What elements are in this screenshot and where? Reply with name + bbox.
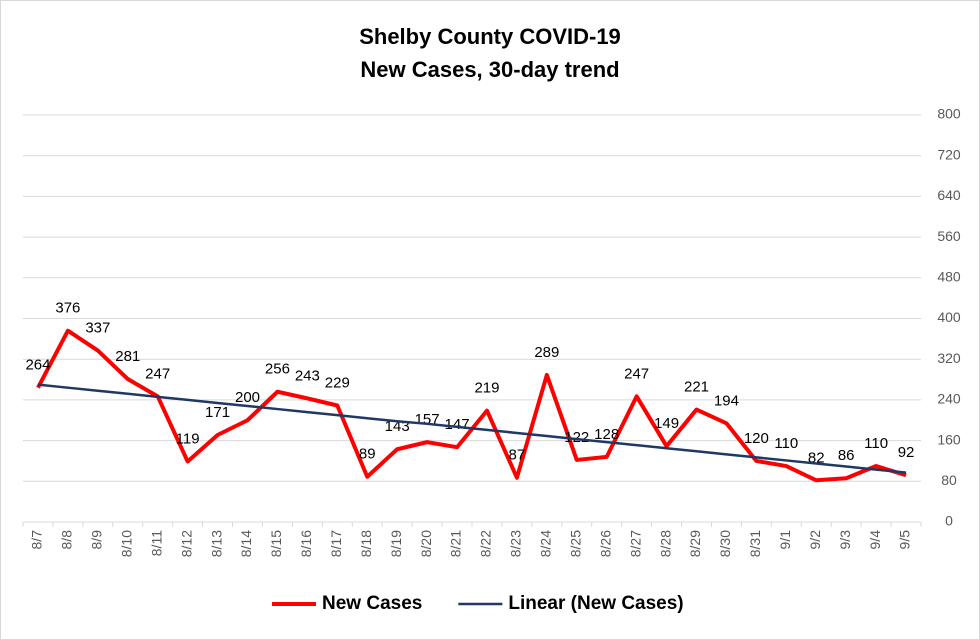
y-tick-label: 80 — [941, 472, 957, 488]
x-tick-label: 8/9 — [89, 530, 105, 550]
legend-label: Linear (New Cases) — [508, 593, 683, 614]
data-label: 119 — [176, 430, 200, 447]
y-tick-label: 400 — [937, 309, 961, 325]
x-tick-label: 8/16 — [298, 530, 314, 557]
x-tick-label: 8/23 — [508, 530, 524, 557]
x-tick-label: 8/21 — [448, 530, 464, 557]
data-label: 376 — [55, 300, 80, 317]
data-label: 221 — [684, 379, 709, 396]
data-label: 219 — [474, 380, 499, 397]
data-label: 128 — [594, 426, 619, 443]
y-tick-label: 0 — [945, 513, 953, 529]
data-label: 247 — [624, 365, 649, 382]
data-label: 289 — [534, 344, 559, 361]
x-tick-label: 8/8 — [59, 530, 75, 550]
x-tick-label: 8/19 — [388, 530, 404, 557]
x-tick-label: 8/14 — [238, 530, 254, 557]
x-tick-label: 8/29 — [687, 530, 703, 557]
data-label: 110 — [864, 435, 888, 452]
x-tick-label: 8/18 — [358, 530, 374, 557]
x-tick-label: 9/1 — [777, 530, 793, 550]
data-label: 122 — [564, 429, 589, 446]
data-label: 92 — [898, 444, 915, 461]
x-tick-label: 8/20 — [418, 530, 434, 557]
x-tick-label: 8/13 — [208, 530, 224, 557]
data-label: 256 — [265, 361, 290, 378]
x-tick-label: 8/25 — [567, 530, 583, 557]
data-label: 243 — [295, 367, 320, 384]
x-tick-label: 8/15 — [268, 530, 284, 557]
x-tick-label: 9/5 — [897, 530, 913, 550]
data-label: 171 — [205, 404, 230, 421]
data-label: 229 — [325, 374, 350, 391]
data-label: 337 — [85, 320, 110, 337]
y-tick-label: 480 — [937, 269, 961, 285]
x-tick-label: 8/26 — [597, 530, 613, 557]
y-tick-label: 160 — [937, 431, 961, 447]
x-tick-label: 8/28 — [657, 530, 673, 557]
y-tick-label: 240 — [937, 391, 961, 407]
x-tick-label: 9/3 — [837, 530, 853, 550]
data-label: 281 — [115, 348, 140, 365]
trend-line — [37, 383, 907, 474]
chart-title: Shelby County COVID-19 — [359, 24, 621, 49]
x-tick-label: 8/31 — [747, 530, 763, 557]
x-tick-label: 8/7 — [29, 530, 45, 550]
x-tick-label: 8/10 — [118, 530, 134, 557]
data-label: 194 — [714, 392, 739, 409]
data-label: 247 — [145, 365, 170, 382]
y-tick-label: 800 — [937, 106, 961, 122]
y-tick-label: 560 — [937, 228, 961, 244]
x-tick-label: 8/17 — [328, 530, 344, 557]
data-label: 120 — [744, 430, 769, 447]
data-label: 149 — [654, 415, 679, 432]
data-label: 87 — [509, 447, 526, 464]
y-tick-label: 640 — [937, 187, 961, 203]
chart-subtitle: New Cases, 30-day trend — [360, 57, 619, 82]
x-tick-label: 8/12 — [178, 530, 194, 557]
x-tick-label: 8/30 — [717, 530, 733, 557]
data-label: 200 — [235, 389, 260, 406]
data-label: 110 — [774, 435, 798, 452]
y-tick-label: 320 — [937, 350, 961, 366]
data-label: 264 — [25, 357, 50, 374]
x-tick-label: 8/11 — [148, 530, 164, 556]
data-label: 86 — [838, 447, 855, 464]
x-tick-label: 9/4 — [867, 530, 883, 550]
x-tick-label: 8/27 — [627, 530, 643, 557]
x-tick-label: 8/22 — [478, 530, 494, 557]
x-tick-label: 8/24 — [538, 530, 554, 557]
data-label: 147 — [445, 416, 470, 433]
y-tick-label: 720 — [937, 146, 961, 162]
x-tick-label: 9/2 — [807, 530, 823, 550]
legend-label: New Cases — [322, 593, 422, 614]
data-label: 89 — [359, 446, 376, 463]
